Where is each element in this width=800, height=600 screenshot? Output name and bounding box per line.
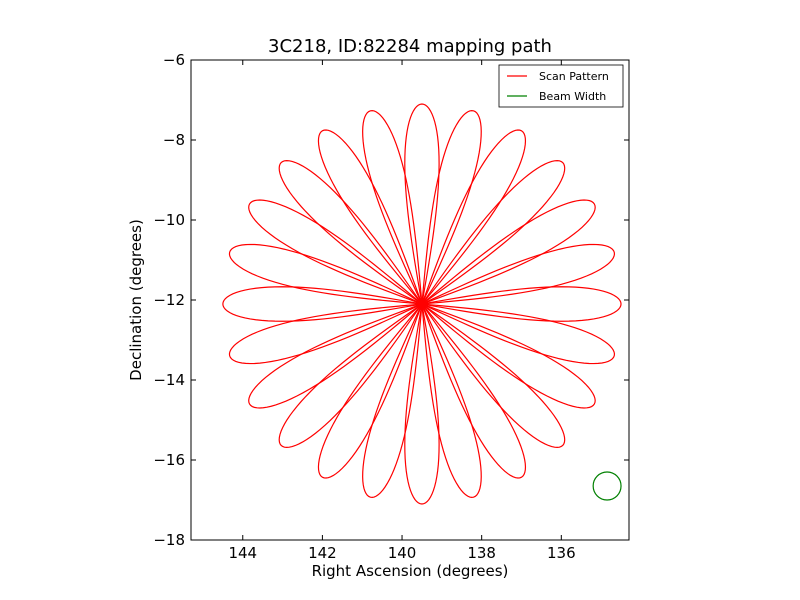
scan-pattern-petal <box>421 286 622 322</box>
scan-pattern-petal <box>248 303 423 409</box>
x-tick-label: 142 <box>308 544 337 562</box>
scan-pattern-petal <box>421 110 482 305</box>
y-axis-label: Declination (degrees) <box>127 219 145 381</box>
scan-pattern-petal <box>317 303 423 479</box>
scan-pattern-petal <box>222 286 423 322</box>
scan-pattern-petal <box>362 303 423 498</box>
scan-pattern-petal <box>248 199 423 305</box>
scan-pattern-petal <box>228 243 423 305</box>
scan-pattern-petal <box>421 303 596 409</box>
y-tick-label: −8 <box>163 131 185 149</box>
y-tick-label: −18 <box>153 531 185 549</box>
plot-area <box>222 103 622 505</box>
scan-pattern-petal <box>362 110 423 305</box>
legend-box <box>498 64 624 108</box>
scan-pattern-petal <box>421 303 566 449</box>
y-tick-label: −16 <box>153 451 185 469</box>
scan-pattern-petal <box>421 303 527 479</box>
scan-pattern-petal <box>421 303 482 498</box>
y-tick-label: −12 <box>153 291 185 309</box>
legend-label-scan-pattern: Scan Pattern <box>539 70 609 83</box>
legend-label-beam-width: Beam Width <box>539 90 606 103</box>
scan-pattern-petal <box>404 103 440 305</box>
scan-pattern-petal <box>278 159 423 305</box>
scan-pattern-petal <box>278 303 423 449</box>
x-tick-label: 138 <box>467 544 496 562</box>
beam-width-circle <box>592 471 622 501</box>
x-tick-label: 136 <box>547 544 576 562</box>
scan-pattern-petal <box>421 159 566 305</box>
scan-pattern-petal <box>421 303 616 365</box>
axis-ticks: 144 142 140 138 136 −6 −8 −10 −12 −14 −16 −18 <box>153 51 629 562</box>
chart-title: 3C218, ID:82284 mapping path <box>268 36 552 57</box>
x-axis-label: Right Ascension (degrees) <box>312 562 509 580</box>
scan-pattern-petal <box>421 129 527 305</box>
y-tick-label: −6 <box>163 51 185 69</box>
x-tick-label: 140 <box>388 544 417 562</box>
y-tick-label: −14 <box>153 371 185 389</box>
x-tick-label: 144 <box>228 544 257 562</box>
legend: Scan Pattern Beam Width <box>498 64 624 108</box>
scan-pattern-petal <box>421 243 616 305</box>
scan-pattern-petal <box>421 199 596 305</box>
scan-pattern-petal <box>228 303 423 365</box>
scan-pattern-petal <box>404 303 440 505</box>
scan-pattern-petal <box>317 129 423 305</box>
y-tick-label: −10 <box>153 211 185 229</box>
